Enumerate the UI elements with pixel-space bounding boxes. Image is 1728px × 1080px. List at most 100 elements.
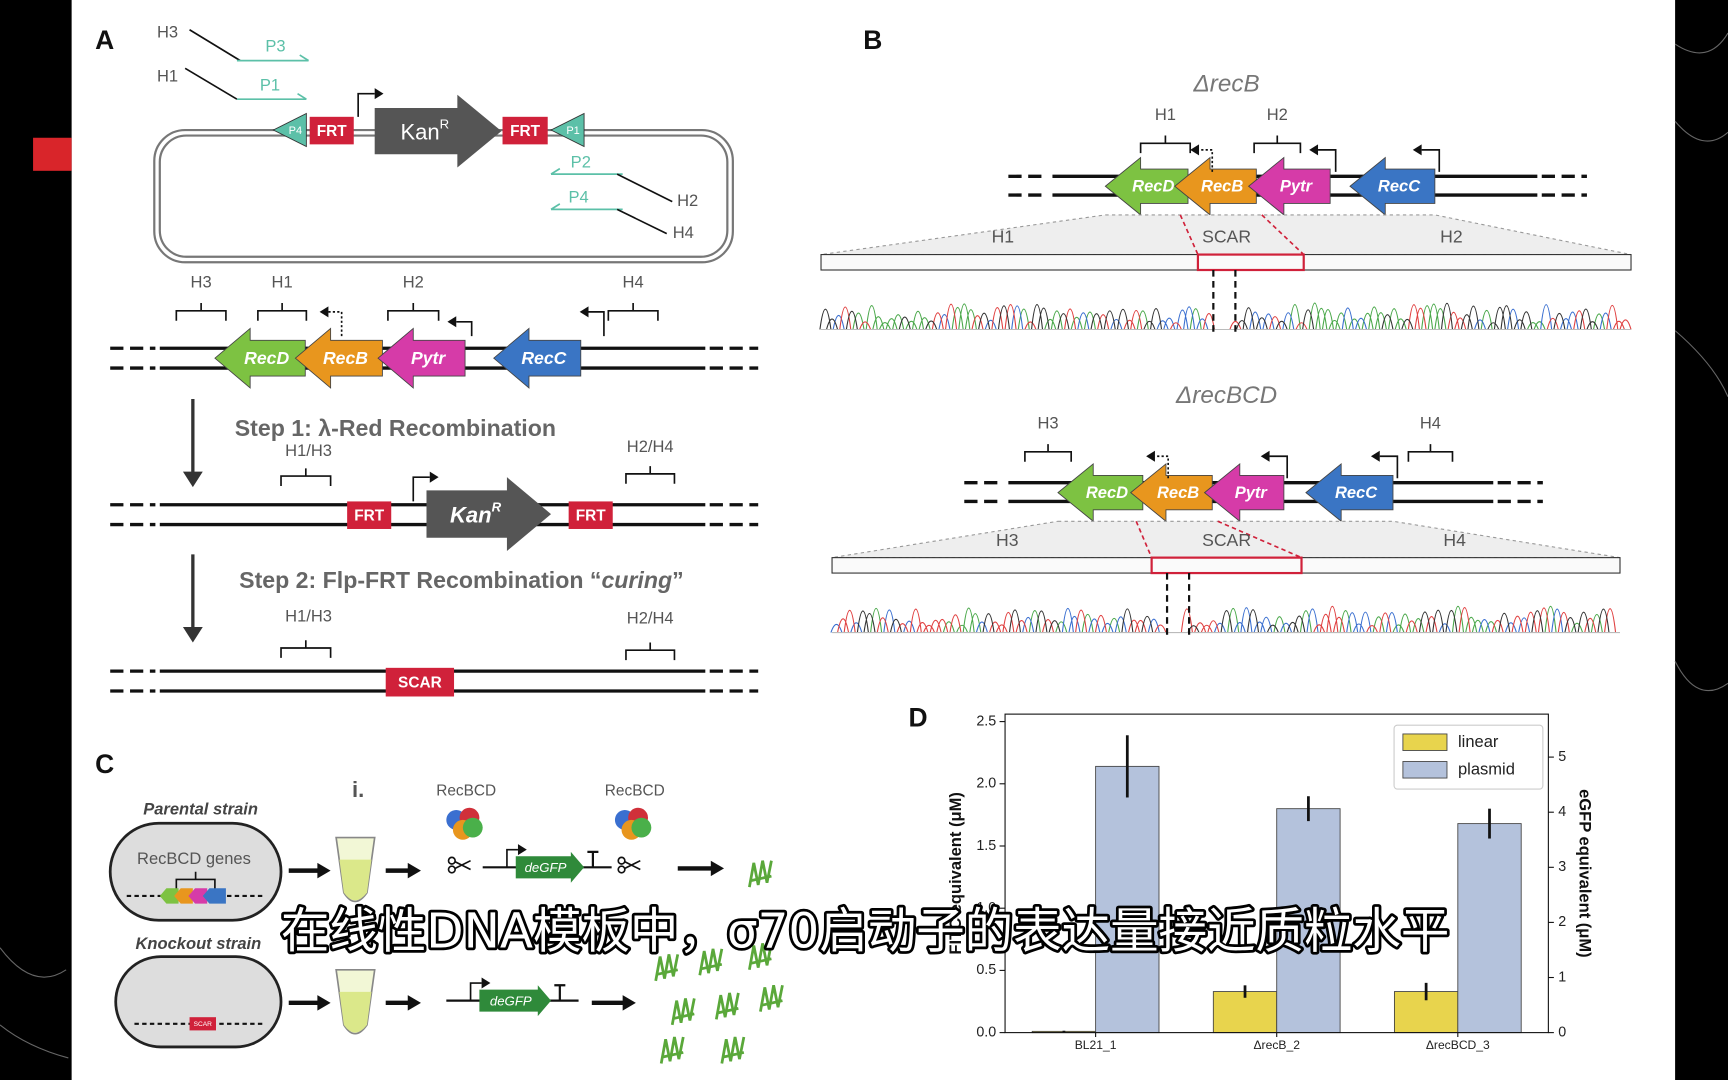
homology-arm bbox=[189, 29, 241, 62]
flow-arrow-head bbox=[317, 995, 331, 1011]
gene-label: RecC bbox=[1335, 483, 1378, 502]
bracket bbox=[257, 303, 308, 321]
primer-site-label: P4 bbox=[289, 125, 302, 137]
bar bbox=[1095, 765, 1160, 1034]
colony bbox=[654, 954, 680, 982]
recbcd-protein bbox=[631, 817, 652, 838]
mini-gene bbox=[188, 888, 208, 904]
y-tick-label: 1.0 bbox=[976, 900, 996, 916]
bracket-label: H2/H4 bbox=[627, 437, 674, 456]
terminator bbox=[554, 984, 566, 1001]
step-arrow-head bbox=[182, 627, 203, 643]
scar-sequence bbox=[1196, 253, 1305, 272]
gene-label: RecB bbox=[323, 348, 368, 368]
zoom-label: H2 bbox=[1440, 227, 1463, 247]
promoter-head bbox=[374, 88, 384, 100]
gene-arrow bbox=[1349, 156, 1436, 216]
primer-site bbox=[272, 112, 307, 148]
promoter-head bbox=[447, 316, 457, 328]
gene-arrow bbox=[1247, 156, 1331, 216]
bracket bbox=[1139, 135, 1192, 154]
promoter bbox=[1154, 455, 1169, 479]
promoter bbox=[1269, 455, 1289, 479]
subtitle: 在线性DNA模板中，σ70启动子的表达量接近质粒水平 bbox=[281, 904, 1450, 960]
homology-label: H4 bbox=[673, 223, 694, 242]
promoter-head bbox=[517, 844, 527, 856]
promoter-head bbox=[1309, 144, 1319, 156]
bracket-label: H1 bbox=[1155, 105, 1176, 124]
frt-box bbox=[385, 667, 455, 697]
bar bbox=[1276, 808, 1341, 1034]
strain-label: Parental strain bbox=[143, 799, 258, 818]
colony bbox=[720, 1036, 746, 1064]
gene-label: RecD bbox=[1086, 483, 1128, 502]
box-label: FRT bbox=[354, 507, 385, 524]
y2-tick-label: 4 bbox=[1558, 804, 1566, 820]
primer-head bbox=[297, 92, 307, 100]
bracket-label: H2 bbox=[403, 273, 424, 292]
homology-arm bbox=[184, 67, 238, 100]
kan-label: KanR bbox=[450, 499, 502, 527]
scissors bbox=[617, 865, 626, 874]
bracket-label: H1/H3 bbox=[285, 441, 332, 460]
promoter-head bbox=[1146, 450, 1155, 462]
box-label: FRT bbox=[317, 123, 348, 140]
gene-label: Pytr bbox=[1280, 177, 1314, 196]
sequence-bar bbox=[831, 557, 1621, 574]
scar-label: SCAR bbox=[194, 1021, 213, 1028]
frt-box bbox=[347, 501, 392, 529]
promoter bbox=[1199, 149, 1214, 172]
scissors bbox=[447, 865, 456, 874]
y-tick-label: 1.5 bbox=[976, 838, 996, 854]
kan-arrow bbox=[374, 94, 502, 168]
panel-subtitle: ΔrecB bbox=[1193, 70, 1260, 97]
enzyme-label: RecBCD bbox=[605, 782, 665, 799]
step-arrow-head bbox=[182, 471, 203, 488]
promoter bbox=[1318, 149, 1337, 172]
y-tick-label: 2.0 bbox=[976, 776, 996, 792]
colony bbox=[659, 1036, 685, 1064]
y2-tick-label: 0 bbox=[1558, 1024, 1566, 1040]
legend-label: linear bbox=[1458, 732, 1499, 751]
bracket bbox=[1024, 444, 1073, 462]
chromatogram-trace bbox=[837, 606, 1617, 633]
promoter bbox=[506, 848, 518, 868]
box-label: SCAR bbox=[398, 674, 442, 691]
promoter bbox=[588, 311, 605, 337]
zoom-label: SCAR bbox=[1202, 227, 1251, 247]
reporter-label: deGFP bbox=[490, 993, 532, 1008]
x-tick-label: ΔrecB_2 bbox=[1253, 1038, 1300, 1052]
mini-gene bbox=[174, 888, 193, 904]
promoter bbox=[357, 92, 375, 117]
bar bbox=[1212, 991, 1278, 1034]
gene-label: RecB bbox=[1201, 177, 1243, 196]
colony bbox=[698, 948, 724, 976]
promoter-head bbox=[319, 306, 329, 318]
x-tick-label: ΔrecBCD_3 bbox=[1426, 1038, 1490, 1052]
bracket-label: H1 bbox=[272, 273, 293, 292]
mini-gene bbox=[159, 888, 179, 904]
scar-box bbox=[189, 1017, 216, 1031]
mini-gene bbox=[202, 888, 226, 904]
promoter-head bbox=[481, 977, 491, 989]
chromatogram-trace bbox=[819, 303, 1599, 330]
bracket bbox=[607, 303, 659, 321]
promoter-head bbox=[429, 471, 439, 483]
flow-arrow-head bbox=[407, 862, 421, 879]
colony bbox=[748, 943, 773, 971]
y2-axis-label: eGFP equivalent (μM) bbox=[1575, 789, 1594, 958]
chromatogram-trace bbox=[852, 302, 1606, 330]
reporter-label: deGFP bbox=[525, 860, 567, 875]
y2-tick-label: 3 bbox=[1558, 859, 1566, 875]
scar-guide bbox=[1135, 520, 1302, 559]
flow-arrow-head bbox=[622, 995, 636, 1011]
red-marker bbox=[33, 137, 72, 171]
bracket-label: H2/H4 bbox=[627, 609, 674, 628]
panel-label: A bbox=[95, 25, 114, 55]
genes-label: RecBCD genes bbox=[137, 849, 251, 868]
bracket-label: H4 bbox=[1420, 414, 1441, 433]
scar-sequence bbox=[1150, 556, 1303, 575]
frt-box bbox=[309, 116, 354, 145]
y-tick-label: 0.0 bbox=[976, 1024, 996, 1040]
